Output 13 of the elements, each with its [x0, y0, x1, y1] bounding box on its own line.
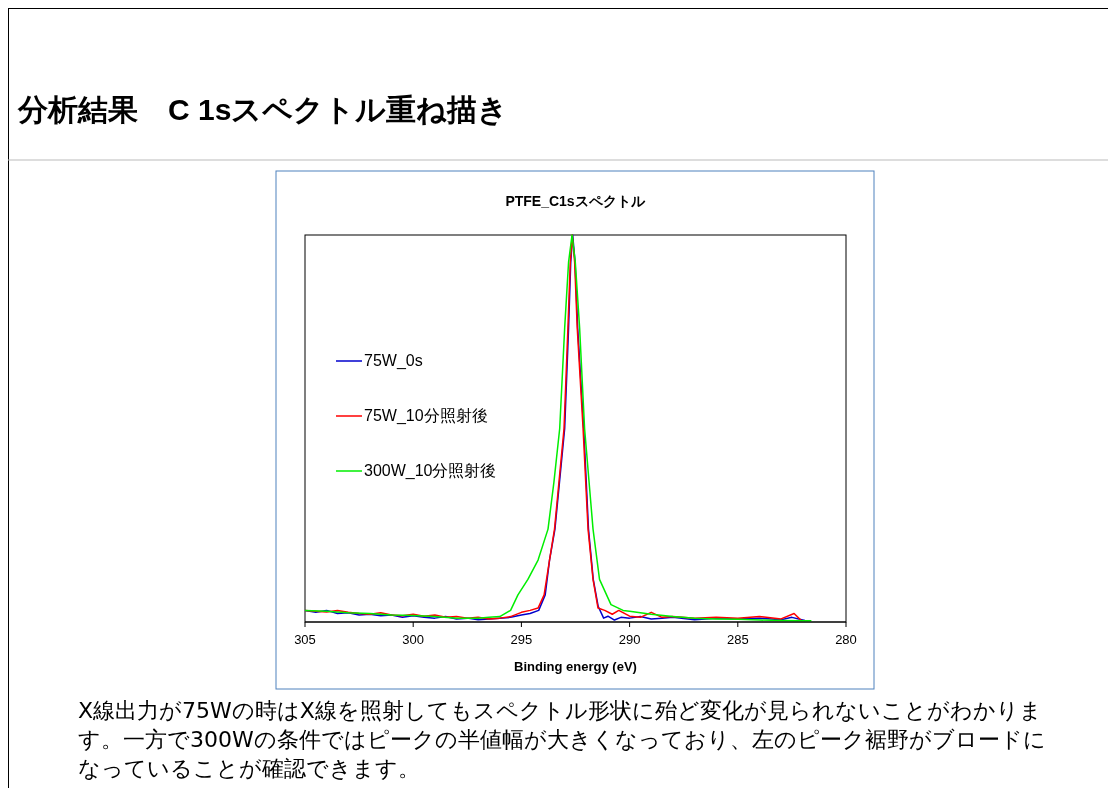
text: X線出力が75Wの時はX線を照射してもスペクトル形状に殆ど変化が見られないことがわかります。一方で300Wの条件ではピークの半値幅が大きくなっており、左のピーク裾野がブロードになっていることが確認できます。	[78, 697, 1047, 783]
x-tick-label: 280	[835, 632, 857, 647]
legend-label: 300W_10分照射後	[364, 462, 497, 480]
chart-title: 分析結果 C 1sスペクトル重ね描き	[17, 93, 509, 126]
x-axis-title: Binding energy (eV)	[514, 659, 637, 674]
x-tick-label: 295	[510, 632, 533, 647]
x-tick-label: 305	[294, 632, 316, 647]
legend-label: 75W_0s	[364, 352, 423, 370]
x-tick-label: 290	[618, 632, 641, 647]
x-tick-label: 300	[402, 632, 425, 647]
x-tick-label: 285	[726, 632, 749, 647]
chart-subtitle: PTFE_C1sスペクトル	[505, 193, 646, 209]
legend-label: 75W_10分照射後	[364, 407, 488, 425]
